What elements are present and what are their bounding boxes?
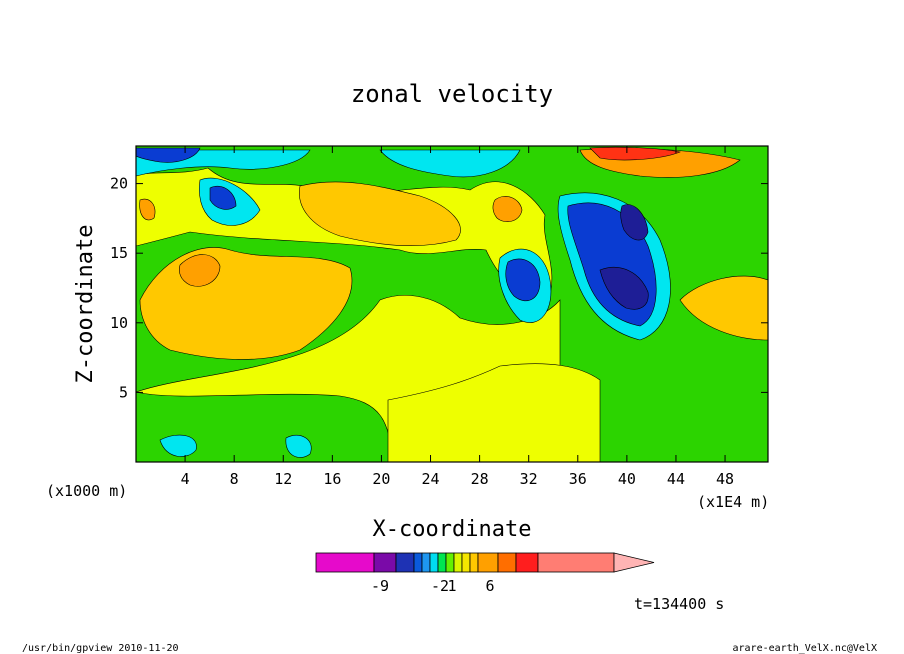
contour-region-darkblue xyxy=(599,266,649,310)
x-tick-label: 40 xyxy=(618,470,636,488)
x-multiplier-label: (x1E4 m) xyxy=(697,493,769,511)
colorbar-segment xyxy=(445,552,455,573)
x-tick-label: 28 xyxy=(471,470,489,488)
contour-region-blue xyxy=(209,186,237,210)
contour-region-gold xyxy=(299,181,461,247)
y-tick-label: 20 xyxy=(110,175,128,193)
x-tick-label: 24 xyxy=(421,470,439,488)
footer-left: /usr/bin/gpview 2010-11-20 xyxy=(22,643,179,654)
footer-right: arare-earth_VelX.nc@VelX xyxy=(733,643,878,654)
colorbar-segment xyxy=(497,552,517,573)
colorbar-segment xyxy=(437,552,447,573)
colorbar-tick-label: 6 xyxy=(485,577,494,595)
y-tick-label: 10 xyxy=(110,314,128,332)
contour-region-darkblue xyxy=(620,204,649,241)
x-axis-label: X-coordinate xyxy=(373,517,532,542)
contour-region-cyan xyxy=(285,434,312,458)
x-tick-label: 32 xyxy=(520,470,538,488)
contour-region-blue xyxy=(136,147,201,163)
y-tick-label: 5 xyxy=(119,383,128,401)
colorbar-tick-label: -9 xyxy=(371,577,389,595)
plot-frame xyxy=(135,145,769,463)
x-tick-label: 4 xyxy=(181,470,190,488)
colorbar-segment xyxy=(395,552,415,573)
colorbar-segment xyxy=(373,552,397,573)
colorbar-tick-label: -2 xyxy=(431,577,449,595)
colorbar-tick-label: 1 xyxy=(447,577,456,595)
colorbar-segment xyxy=(413,552,423,573)
contour-region-orange xyxy=(139,198,156,221)
y-axis-ticks: 5 10 15 20 xyxy=(110,175,768,401)
contour-region-blue xyxy=(505,258,541,302)
colorbar xyxy=(315,552,655,573)
x-axis-ticks: 4 8 12 16 20 24 28 32 36 40 44 48 xyxy=(181,146,734,488)
colorbar-arrow xyxy=(613,552,655,573)
x-tick-label: 16 xyxy=(323,470,341,488)
colorbar-tick-labels: -9 -21 6 xyxy=(371,577,495,595)
colorbar-segment xyxy=(537,552,615,573)
x-tick-label: 48 xyxy=(716,470,734,488)
x-tick-label: 20 xyxy=(372,470,390,488)
x-unit-label: (x1000 m) xyxy=(46,482,127,500)
colorbar-segment xyxy=(453,552,463,573)
x-tick-label: 36 xyxy=(569,470,587,488)
y-tick-label: 15 xyxy=(110,244,128,262)
contour-region-gold xyxy=(679,275,768,341)
chart-title: zonal velocity xyxy=(351,80,553,108)
colorbar-segment xyxy=(477,552,499,573)
contour-fills xyxy=(136,146,768,462)
contour-region-cyan xyxy=(159,434,197,457)
x-tick-label: 12 xyxy=(274,470,292,488)
contour-region-red xyxy=(589,146,682,161)
y-axis-label: Z-coordinate xyxy=(73,225,98,384)
colorbar-segment xyxy=(515,552,539,573)
colorbar-segment xyxy=(469,552,479,573)
x-tick-label: 8 xyxy=(230,470,239,488)
contour-region-orange xyxy=(179,254,221,287)
colorbar-segment xyxy=(461,552,471,573)
colorbar-segment xyxy=(315,552,375,573)
time-label: t=134400 s xyxy=(634,595,724,613)
contour-region-yellow xyxy=(387,363,601,462)
contour-region-cyan xyxy=(379,149,521,178)
x-tick-label: 44 xyxy=(667,470,685,488)
contour-region-orange xyxy=(492,196,523,223)
colorbar-segment xyxy=(429,552,439,573)
colorbar-segment xyxy=(421,552,431,573)
